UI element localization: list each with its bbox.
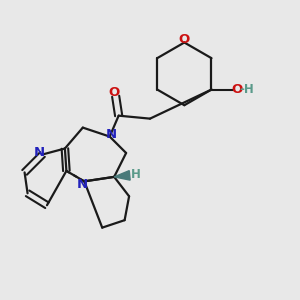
Text: -H: -H [239,83,254,96]
Text: H: H [131,168,141,181]
Text: O: O [179,33,190,46]
Text: N: N [106,128,117,141]
Text: N: N [77,178,88,191]
Text: O: O [109,86,120,99]
Text: N: N [33,146,44,160]
Polygon shape [114,171,130,180]
Text: O: O [231,83,242,96]
